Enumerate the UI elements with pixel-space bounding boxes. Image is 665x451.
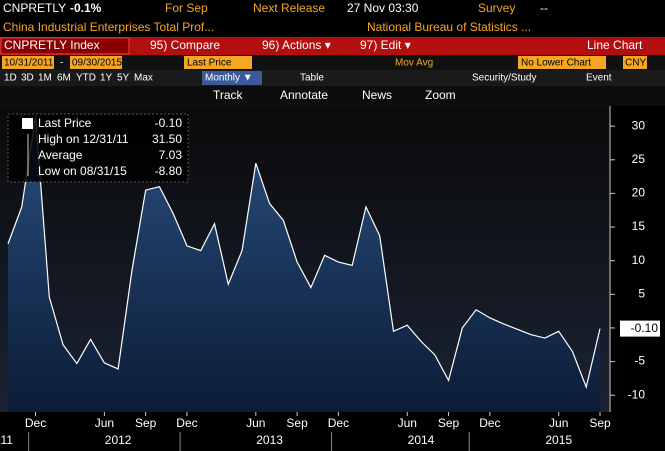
last-price-tag — [620, 320, 660, 337]
security: CNPRETLY Index — [4, 38, 100, 52]
last-price-label: -0.10 — [631, 321, 659, 335]
tool-button[interactable]: Annotate — [280, 88, 328, 102]
edit-button[interactable]: 97) Edit ▾ — [360, 38, 411, 52]
area-fill — [8, 116, 600, 412]
period-button[interactable]: Max — [134, 73, 153, 84]
x-tick-label: Dec — [328, 416, 349, 430]
survey: -- — [540, 1, 548, 15]
x-tick-label: Jun — [398, 416, 417, 430]
year-label: 2014 — [408, 433, 435, 447]
field-box[interactable] — [184, 56, 252, 69]
next-release: 27 Nov 03:30 — [347, 1, 419, 15]
settings-row — [0, 55, 665, 70]
legend-value: -0.10 — [155, 116, 183, 130]
tool-row — [0, 86, 665, 106]
security-box[interactable] — [0, 37, 130, 55]
period-button[interactable]: 1D — [4, 73, 17, 84]
currency-box[interactable] — [623, 56, 647, 69]
x-tick-label: Dec — [25, 416, 46, 430]
legend-swatch — [22, 118, 33, 129]
period-button[interactable]: 1Y — [100, 73, 113, 84]
period-button[interactable]: 3D — [21, 73, 34, 84]
x-tick-label: Jun — [95, 416, 114, 430]
x-tick-label: Jun — [549, 416, 568, 430]
y-tick-label: 20 — [632, 186, 646, 200]
y-tick-label: 5 — [638, 286, 645, 300]
compare-button[interactable]: 95) Compare — [150, 38, 220, 52]
legend-label: Low on 08/31/15 — [38, 164, 127, 178]
end-date: 09/30/2015 — [72, 58, 122, 69]
legend-label: Average — [38, 148, 83, 162]
chart-kind: Line Chart — [587, 38, 643, 52]
period-row — [0, 70, 665, 86]
price-line — [7, 115, 601, 390]
period-button[interactable]: YTD — [76, 73, 96, 84]
event-button[interactable]: Event — [586, 73, 612, 84]
year-label: 2013 — [256, 433, 283, 447]
date-separator: - — [60, 58, 63, 69]
mov-avg[interactable]: Mov Avg — [395, 58, 433, 69]
x-tick-label: Dec — [176, 416, 197, 430]
legend-value: 31.50 — [152, 132, 182, 146]
y-tick-label: 30 — [632, 118, 646, 132]
x-tick-label: Sep — [438, 416, 460, 430]
lower-chart: No Lower Chart — [521, 58, 591, 69]
ticker: CNPRETLY — [3, 1, 66, 15]
currency: CNY — [625, 58, 646, 69]
year-label: 2015 — [545, 433, 572, 447]
period-button[interactable]: 6M — [57, 73, 71, 84]
x-tick-label: Sep — [135, 416, 157, 430]
start-date-box[interactable] — [2, 56, 54, 69]
y-tick-label: -10 — [628, 387, 646, 401]
x-tick-label: Jun — [246, 416, 265, 430]
lower-chart-box[interactable] — [518, 56, 606, 69]
x-tick-label: Sep — [286, 416, 308, 430]
y-tick-label: 15 — [632, 219, 646, 233]
next-release-label: Next Release — [253, 1, 325, 15]
legend-label: High on 12/31/11 — [38, 132, 129, 146]
year-label: 2011 — [0, 433, 13, 447]
for-label: For Sep — [165, 1, 208, 15]
legend-value: 7.03 — [159, 148, 183, 162]
legend-label: Last Price — [38, 116, 92, 130]
toolbar — [0, 37, 665, 55]
legend-value: -8.80 — [155, 164, 183, 178]
tool-button[interactable]: News — [362, 88, 392, 102]
year-label: 2012 — [105, 433, 132, 447]
legend-box — [7, 113, 189, 183]
end-date-box[interactable] — [70, 56, 122, 69]
table-button[interactable]: Table — [300, 73, 324, 84]
y-tick-label: 10 — [632, 253, 646, 267]
period-button[interactable]: 1M — [38, 73, 52, 84]
x-axis-band — [0, 412, 665, 451]
change: -0.1% — [70, 1, 102, 15]
tool-button[interactable]: Track — [213, 88, 244, 102]
frequency-box[interactable] — [202, 71, 262, 85]
survey-label: Survey — [478, 1, 515, 15]
start-date: 10/31/2011 — [4, 58, 54, 69]
field: Last Price — [187, 58, 232, 69]
x-tick-label: Dec — [479, 416, 500, 430]
tool-button[interactable]: Zoom — [425, 88, 456, 102]
security-study[interactable]: Security/Study — [472, 73, 536, 84]
period-button[interactable]: 5Y — [117, 73, 130, 84]
source: National Bureau of Statistics ... — [367, 20, 531, 34]
actions-button[interactable]: 96) Actions ▾ — [262, 38, 331, 52]
y-tick-label: -5 — [634, 354, 645, 368]
x-tick-label: Sep — [589, 416, 611, 430]
description: China Industrial Enterprises Total Prof.… — [3, 20, 214, 34]
y-tick-label: 25 — [632, 152, 646, 166]
frequency: Monthly ▼ — [205, 73, 253, 84]
